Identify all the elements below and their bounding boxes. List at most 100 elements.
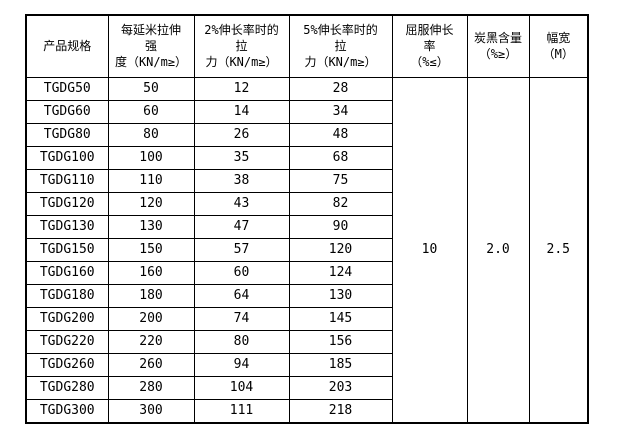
force-2pct-cell: 60	[193, 260, 290, 285]
header-line: 每延米拉伸	[120, 23, 181, 38]
table-row: TGDG60 60 14 34	[25, 99, 588, 124]
force-2pct-cell: 35	[193, 145, 290, 170]
force-5pct-cell: 120	[288, 237, 393, 262]
tensile-strength-cell: 110	[107, 168, 195, 193]
table-row: TGDG110 110 38 75	[25, 168, 588, 193]
force-5pct-cell: 34	[288, 99, 393, 124]
product-spec-cell: TGDG130	[25, 214, 109, 239]
product-spec-cell: TGDG110	[25, 168, 109, 193]
column-header-fabric-width: 幅宽 （M）	[528, 14, 589, 78]
product-spec-cell: TGDG100	[25, 145, 109, 170]
force-5pct-cell: 90	[288, 214, 393, 239]
column-header-force-at-2pct: 2%伸长率时的拉力（KN/m≥）	[193, 14, 290, 78]
force-2pct-cell: 111	[193, 398, 290, 423]
table-row: TGDG260 260 94 185	[25, 352, 588, 377]
tensile-strength-cell: 130	[107, 214, 195, 239]
tensile-strength-cell: 280	[107, 375, 195, 400]
product-spec-cell: TGDG160	[25, 260, 109, 285]
force-2pct-cell: 38	[193, 168, 290, 193]
tensile-strength-cell: 50	[107, 76, 195, 101]
header-line: 率	[423, 39, 436, 54]
column-header-tensile-strength: 每延米拉伸强度（KN/m≥）	[107, 14, 195, 78]
force-5pct-cell: 156	[288, 329, 393, 354]
force-5pct-cell: 82	[288, 191, 393, 216]
header-line: （M）	[542, 47, 574, 62]
product-spec-cell: TGDG150	[25, 237, 109, 262]
header-line: 产品规格	[43, 39, 92, 54]
force-2pct-cell: 104	[193, 375, 290, 400]
force-2pct-cell: 94	[193, 352, 290, 377]
product-spec-cell: TGDG300	[25, 398, 109, 423]
column-header-yield-elongation: 屈服伸长率（%≤）	[391, 14, 468, 78]
product-spec-cell: TGDG50	[25, 76, 109, 101]
table-head: 产品规格 每延米拉伸强度（KN/m≥） 2%伸长率时的拉力（KN/m≥） 5%伸长率时…	[25, 14, 589, 78]
force-2pct-cell: 64	[193, 283, 290, 308]
table-row: TGDG100 100 35 68	[25, 145, 588, 170]
force-5pct-cell: 145	[288, 306, 393, 331]
table-row: TGDG50 50 12 28 10 2.0 2.5	[25, 76, 589, 423]
header-line: 炭黑含量	[473, 31, 522, 46]
force-5pct-cell: 218	[288, 398, 393, 423]
force-2pct-cell: 57	[193, 237, 290, 262]
tensile-strength-cell: 220	[107, 329, 195, 354]
product-spec-cell: TGDG200	[25, 306, 109, 331]
tensile-strength-cell: 300	[107, 398, 195, 423]
header-line: 拉	[235, 39, 248, 54]
header-line: 强	[144, 39, 157, 54]
tensile-strength-cell: 180	[107, 283, 195, 308]
force-5pct-cell: 28	[288, 76, 393, 101]
header-line: 力（KN/m≥）	[304, 55, 377, 70]
tensile-strength-cell: 60	[107, 99, 195, 124]
product-spec-cell: TGDG180	[25, 283, 109, 308]
header-line: 2%伸长率时的	[204, 23, 279, 38]
tensile-strength-cell: 200	[107, 306, 195, 331]
product-spec-cell: TGDG260	[25, 352, 109, 377]
table-row: TGDG120 120 43 82	[25, 191, 588, 216]
force-5pct-cell: 68	[288, 145, 393, 170]
tensile-strength-cell: 120	[107, 191, 195, 216]
table-row: TGDG280 280 104 203	[25, 375, 588, 400]
header-line: （%≤）	[410, 55, 449, 70]
force-2pct-cell: 26	[193, 122, 290, 147]
force-5pct-cell: 48	[288, 122, 393, 147]
product-spec-table: 产品规格 每延米拉伸强度（KN/m≥） 2%伸长率时的拉力（KN/m≥） 5%伸长率时…	[25, 14, 589, 424]
force-2pct-cell: 47	[193, 214, 290, 239]
header-line: （%≥）	[478, 47, 518, 62]
tensile-strength-cell: 80	[107, 122, 195, 147]
table-row: TGDG300 300 111 218	[25, 398, 588, 423]
table-row: TGDG80 80 26 48	[25, 122, 588, 147]
table-header-row: 产品规格 每延米拉伸强度（KN/m≥） 2%伸长率时的拉力（KN/m≥） 5%伸长率时…	[25, 14, 589, 78]
force-5pct-cell: 185	[288, 352, 393, 377]
force-2pct-cell: 12	[193, 76, 290, 101]
product-spec-cell: TGDG120	[25, 191, 109, 216]
tensile-strength-cell: 260	[107, 352, 195, 377]
force-5pct-cell: 124	[288, 260, 393, 285]
header-line: 5%伸长率时的	[303, 23, 378, 38]
force-2pct-cell: 43	[193, 191, 290, 216]
tensile-strength-cell: 150	[107, 237, 195, 262]
force-2pct-cell: 80	[193, 329, 290, 354]
table-row: TGDG220 220 80 156	[25, 329, 588, 354]
column-header-product-spec: 产品规格	[25, 14, 109, 78]
force-2pct-cell: 74	[193, 306, 290, 331]
tensile-strength-cell: 160	[107, 260, 195, 285]
tensile-strength-cell: 100	[107, 145, 195, 170]
header-line: 力（KN/m≥）	[205, 55, 278, 70]
carbon-black-value-cell: 2.0	[466, 76, 530, 423]
product-spec-cell: TGDG280	[25, 375, 109, 400]
force-5pct-cell: 130	[288, 283, 393, 308]
product-spec-cell: TGDG80	[25, 122, 109, 147]
force-2pct-cell: 14	[193, 99, 290, 124]
table-row: TGDG150 150 57 120	[25, 237, 588, 262]
product-spec-cell: TGDG220	[25, 329, 109, 354]
column-header-force-at-5pct: 5%伸长率时的拉力（KN/m≥）	[288, 14, 393, 78]
yield-elongation-value-cell: 10	[391, 76, 468, 423]
header-line: 拉	[334, 39, 347, 54]
force-5pct-cell: 75	[288, 168, 393, 193]
table-row: TGDG160 160 60 124	[25, 260, 588, 285]
table-row: TGDG130 130 47 90	[25, 214, 588, 239]
column-header-carbon-black: 炭黑含量 （%≥）	[466, 14, 530, 78]
force-5pct-cell: 203	[288, 375, 393, 400]
fabric-width-value-cell: 2.5	[528, 76, 589, 423]
